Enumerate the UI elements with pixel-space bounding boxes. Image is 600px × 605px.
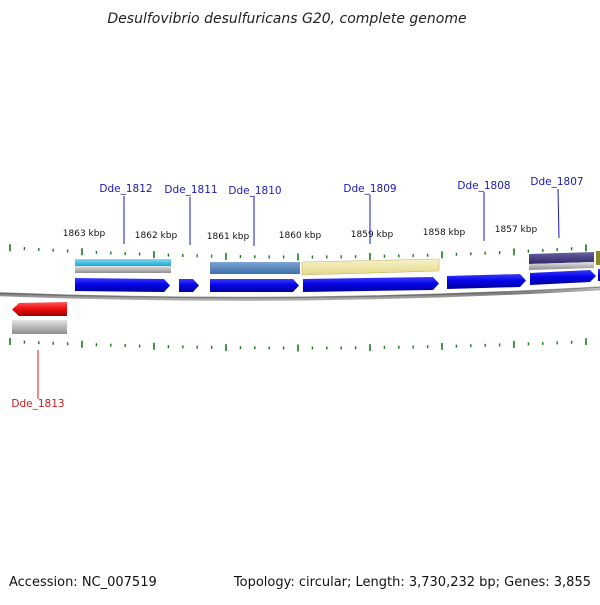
- gene-label-dde-1810[interactable]: Dde_1810: [228, 185, 281, 197]
- feature-bar-dde-1812[interactable]: [75, 259, 171, 266]
- gene-label-dde-1808[interactable]: Dde_1808: [457, 180, 510, 192]
- feature-bar-dde-1812-secondary[interactable]: [75, 266, 171, 273]
- gene-label-dde-1812[interactable]: Dde_1812: [99, 183, 152, 195]
- feature-bar-dde-1807-secondary[interactable]: [529, 262, 594, 270]
- kbp-label-1860: 1860 kbp: [279, 231, 322, 241]
- gene-label-dde-1807[interactable]: Dde_1807: [530, 176, 583, 188]
- gene-arrow-dde-1813[interactable]: [12, 302, 67, 316]
- feature-bars: [75, 251, 600, 276]
- feature-bar-dde-1807[interactable]: [529, 252, 594, 264]
- forward-gene-arrows: [75, 269, 600, 292]
- gene-arrow-dde-1810[interactable]: [210, 279, 299, 292]
- kbp-label-1857: 1857 kbp: [495, 225, 538, 235]
- accession-text: Accession: NC_007519: [9, 575, 157, 590]
- gene-arrow-dde-1811[interactable]: [179, 279, 199, 292]
- genome-backbone: [0, 286, 600, 301]
- gene-arrow-dde-1809[interactable]: [303, 277, 439, 292]
- kbp-label-1858: 1858 kbp: [423, 228, 466, 238]
- feature-bar-partial[interactable]: [596, 251, 600, 265]
- kbp-label-1862: 1862 kbp: [135, 231, 178, 241]
- gene-arrow-dde-1808[interactable]: [447, 274, 526, 289]
- summary-text: Topology: circular; Length: 3,730,232 bp…: [233, 575, 591, 590]
- gene-label-dde-1809[interactable]: Dde_1809: [343, 183, 396, 195]
- kbp-label-1859: 1859 kbp: [351, 230, 394, 240]
- gene-label-dde-1813[interactable]: Dde_1813: [11, 398, 64, 410]
- kbp-label-1863: 1863 kbp: [63, 229, 106, 239]
- feature-bar-dde-1810[interactable]: [210, 262, 300, 274]
- reverse-gene-arrows: [12, 302, 67, 334]
- kbp-labels: 1863 kbp 1862 kbp 1861 kbp 1860 kbp 1859…: [63, 225, 538, 242]
- forward-gene-labels: Dde_1812 Dde_1811 Dde_1810 Dde_1809 Dde_…: [99, 176, 584, 246]
- feature-bar-dde-1809[interactable]: [301, 258, 440, 276]
- map-title: Desulfovibrio desulfuricans G20, complet…: [107, 11, 466, 27]
- lower-scale-ticks: [9, 338, 587, 352]
- gene-label-dde-1811[interactable]: Dde_1811: [164, 184, 217, 196]
- feature-bar-dde-1813[interactable]: [12, 320, 67, 334]
- gene-arrow-dde-1807[interactable]: [530, 270, 596, 285]
- upper-scale-ticks: [9, 244, 587, 261]
- kbp-label-1861: 1861 kbp: [207, 232, 250, 242]
- reverse-gene-labels: Dde_1813: [11, 350, 65, 410]
- gene-arrow-dde-1812[interactable]: [75, 278, 170, 292]
